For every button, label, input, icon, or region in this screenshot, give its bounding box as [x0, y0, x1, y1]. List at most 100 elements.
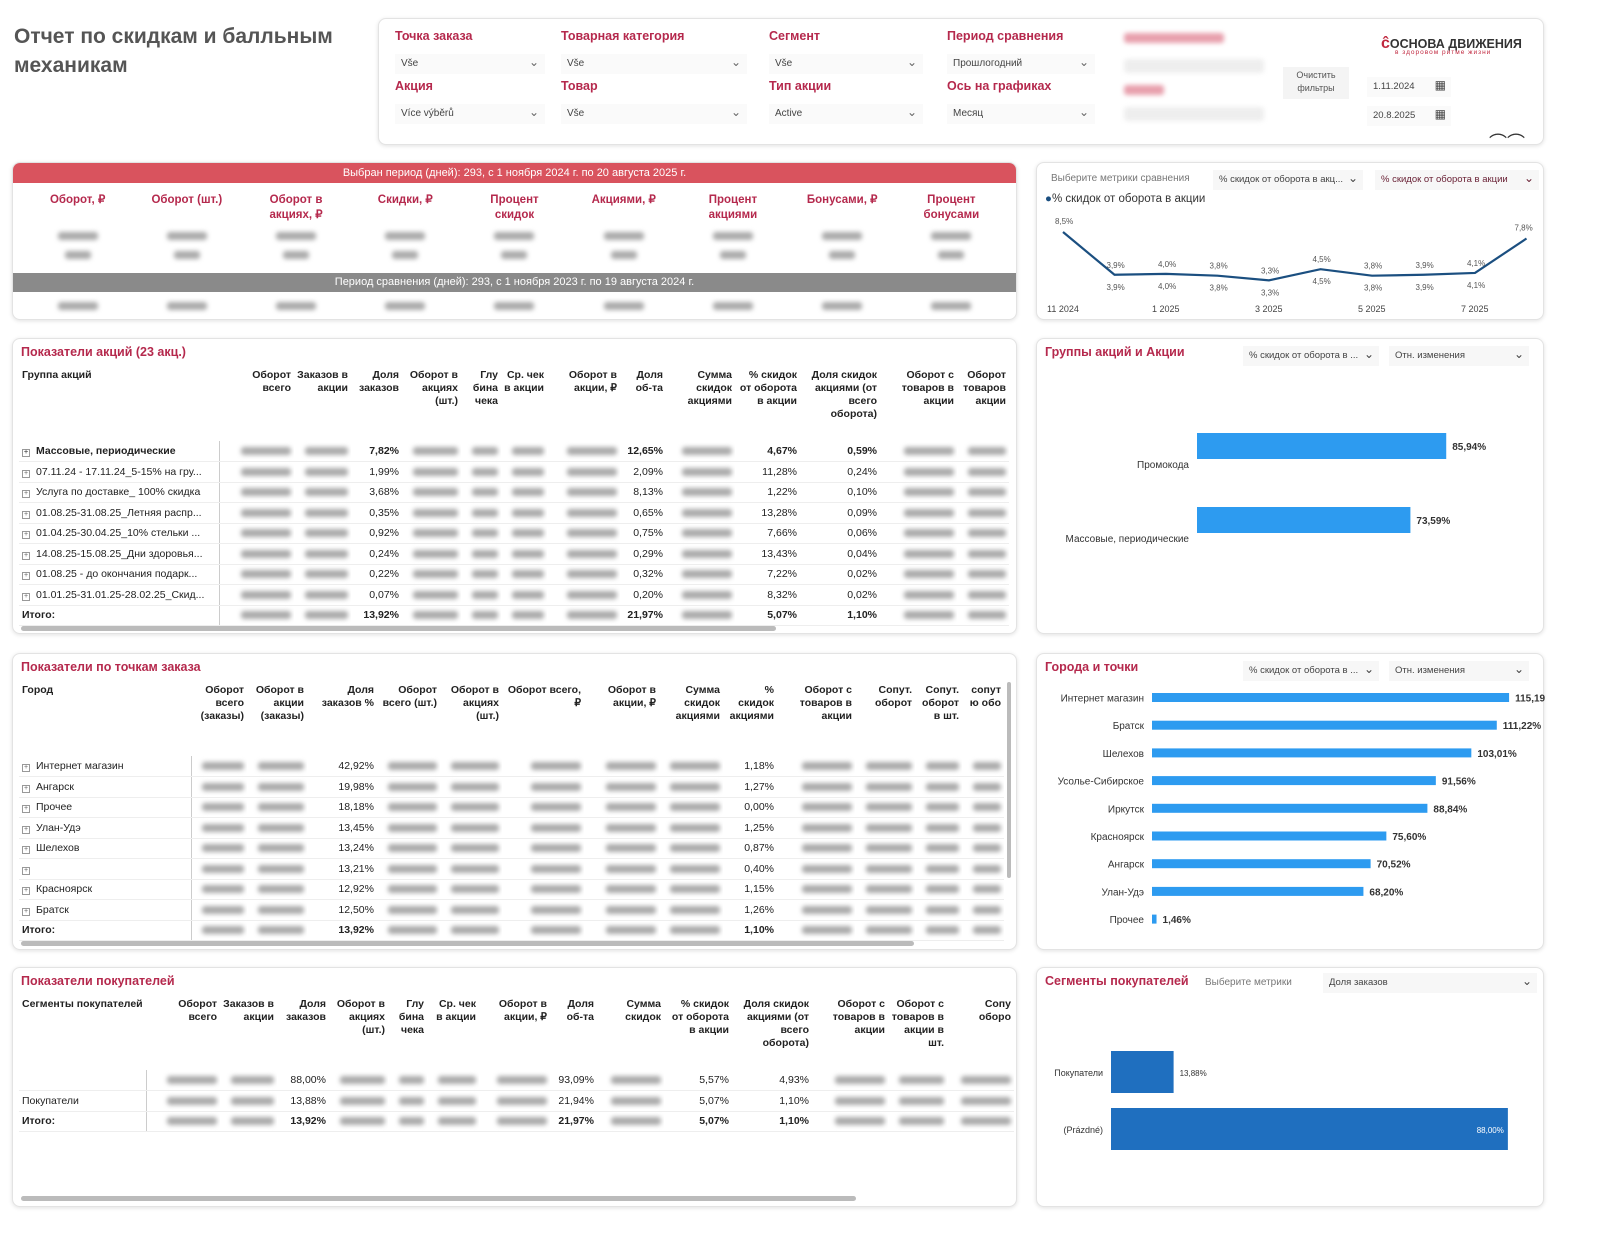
- column-header[interactable]: Сумма скидок: [625, 998, 661, 1023]
- row-label[interactable]: +01.08.25-31.08.25_Летняя распр...: [19, 502, 220, 524]
- date-from-input[interactable]: 1.11.2024 ▦: [1367, 77, 1451, 97]
- column-header[interactable]: Оборот товаров акции: [963, 369, 1006, 407]
- expand-icon[interactable]: +: [22, 825, 30, 834]
- column-header[interactable]: Ср. чек в акции: [504, 369, 544, 394]
- column-header[interactable]: Доля скидок акциями (от всего оборота): [743, 998, 809, 1049]
- column-header[interactable]: % скидок от оборота в акции: [671, 998, 729, 1036]
- row-label[interactable]: Покупатели: [19, 1090, 147, 1112]
- column-header[interactable]: Заказов в акции: [223, 998, 274, 1023]
- row-label[interactable]: + Шелехов: [19, 838, 192, 859]
- column-header[interactable]: Сумма скидок акциями: [687, 369, 732, 407]
- table-row[interactable]: +13,21% 0,40%: [19, 858, 1004, 880]
- column-header[interactable]: Сумма скидок акциями: [675, 684, 720, 722]
- row-label[interactable]: Итого:: [19, 1111, 147, 1132]
- filter-select[interactable]: Active ⌄: [769, 104, 923, 124]
- groups-metric-select[interactable]: % скидок от оборота в ... ⌄: [1243, 346, 1379, 366]
- row-label[interactable]: +01.04.25-30.04.25_10% стельки ...: [19, 523, 220, 544]
- row-label[interactable]: + Услуга по доставке_ 100% скидка: [19, 482, 220, 503]
- groups-mode-select[interactable]: Отн. изменения ⌄: [1389, 346, 1529, 366]
- table-row[interactable]: Итого: 13,92% 1,10%: [19, 920, 1004, 941]
- column-header[interactable]: Глу бина чека: [398, 998, 424, 1036]
- cities-mode-select[interactable]: Отн. изменения ⌄: [1389, 661, 1529, 681]
- table-row[interactable]: + Прочее 18,18% 0,00%: [19, 797, 1004, 818]
- column-header[interactable]: сопут ю обо: [969, 684, 1001, 709]
- column-header[interactable]: Группа акций: [22, 369, 92, 381]
- expand-icon[interactable]: +: [22, 490, 30, 499]
- expand-icon[interactable]: +: [22, 592, 30, 601]
- column-header[interactable]: Оборот в акции, ₽: [568, 369, 617, 394]
- column-header[interactable]: Оборот в акциях (шт.): [409, 369, 458, 407]
- column-header[interactable]: Сопу оборо: [978, 998, 1011, 1023]
- expand-icon[interactable]: +: [22, 866, 30, 875]
- table-row[interactable]: +01.01.25-31.01.25-28.02.25_Скид... 0,07%…: [19, 584, 1009, 606]
- column-header[interactable]: Оборот всего: [178, 998, 217, 1023]
- column-header[interactable]: Оборот с товаров в акции в шт.: [891, 998, 944, 1049]
- vertical-scrollbar[interactable]: [1007, 682, 1011, 878]
- column-header[interactable]: Город: [22, 684, 54, 696]
- table-row[interactable]: + Интернет магазин 42,92% 1,18%: [19, 756, 1004, 777]
- column-header[interactable]: Оборот в акциях (шт.): [450, 684, 499, 722]
- expand-icon[interactable]: +: [22, 551, 30, 560]
- column-header[interactable]: Оборот в акции, ₽: [498, 998, 547, 1023]
- metric-select-1[interactable]: % скидок от оборота в акц... ⌄: [1213, 170, 1363, 190]
- column-header[interactable]: Доля скидок акциями (от всего оборота): [811, 369, 877, 420]
- column-header[interactable]: Заказов в акции: [297, 369, 348, 394]
- expand-icon[interactable]: +: [22, 764, 30, 772]
- table-row[interactable]: Покупатели 13,88% 21,94% 5,07% 1,10%: [19, 1090, 1014, 1112]
- filter-select[interactable]: Vše ⌄: [561, 104, 747, 124]
- clear-filters-button[interactable]: Очистить фильтры: [1283, 67, 1349, 99]
- horizontal-scrollbar[interactable]: [21, 626, 776, 631]
- metric-select-2[interactable]: % скидок от оборота в акции ⌄: [1375, 170, 1539, 190]
- table-row[interactable]: + Ангарск 19,98% 1,27%: [19, 776, 1004, 798]
- column-header[interactable]: Доля заказов: [359, 369, 399, 394]
- filter-select[interactable]: Vše ⌄: [769, 54, 923, 74]
- column-header[interactable]: Оборот в акции (заказы): [255, 684, 304, 722]
- column-header[interactable]: Сегменты покупателей: [22, 998, 143, 1010]
- expand-icon[interactable]: +: [22, 449, 30, 457]
- filter-select[interactable]: Прошлогодний ⌄: [947, 54, 1095, 74]
- column-header[interactable]: Оборот в акции, ₽: [607, 684, 656, 709]
- row-label[interactable]: [19, 1070, 147, 1091]
- table-row[interactable]: +07.11.24 - 17.11.24_5-15% на гру... 1,99…: [19, 461, 1009, 483]
- filter-select[interactable]: Více výběrů ⌄: [395, 104, 545, 124]
- filter-select[interactable]: Vše ⌄: [561, 54, 747, 74]
- expand-icon[interactable]: +: [22, 907, 30, 916]
- row-label[interactable]: + Братск: [19, 899, 192, 921]
- column-header[interactable]: Оборот с товаров в акции: [832, 998, 885, 1036]
- expand-icon[interactable]: +: [22, 531, 30, 540]
- column-header[interactable]: % скидок от оборота в акции: [739, 369, 797, 407]
- column-header[interactable]: % скидок акциями: [729, 684, 774, 722]
- column-header[interactable]: Оборот всего (заказы): [200, 684, 244, 722]
- row-label[interactable]: +07.11.24 - 17.11.24_5-15% на гру...: [19, 461, 220, 483]
- table-row[interactable]: +14.08.25-15.08.25_Дни здоровья... 0,24% 0…: [19, 543, 1009, 565]
- row-label[interactable]: + Интернет магазин: [19, 756, 192, 777]
- column-header[interactable]: Сопут. оборот в шт.: [921, 684, 959, 722]
- calendar-icon[interactable]: ▦: [1434, 78, 1446, 92]
- table-row[interactable]: +01.08.25 - до окончания подарк... 0,22% 0…: [19, 564, 1009, 585]
- table-row[interactable]: Итого: 13,92% 21,97% 5,07% 1,10%: [19, 605, 1009, 626]
- row-label[interactable]: + Улан-Удэ: [19, 817, 192, 839]
- row-label[interactable]: + Ангарск: [19, 776, 192, 798]
- table-row[interactable]: 88,00% 93,09% 5,57% 4,93%: [19, 1070, 1014, 1091]
- column-header[interactable]: Оборот всего (шт.): [382, 684, 437, 709]
- table-row[interactable]: + Услуга по доставке_ 100% скидка 3,68% 8,1…: [19, 482, 1009, 503]
- bookmark-icon[interactable]: ⌒⌒: [1489, 133, 1525, 153]
- expand-icon[interactable]: +: [22, 805, 30, 814]
- table-row[interactable]: + Шелехов 13,24% 0,87%: [19, 838, 1004, 859]
- table-row[interactable]: + Массовые, периодические 7,82% 12,65% 4,67%…: [19, 441, 1009, 462]
- expand-icon[interactable]: +: [22, 510, 30, 519]
- horizontal-scrollbar[interactable]: [21, 941, 914, 946]
- row-label[interactable]: Итого:: [19, 920, 192, 941]
- column-header[interactable]: Оборот всего: [252, 369, 291, 394]
- row-label[interactable]: +: [19, 858, 192, 880]
- row-label[interactable]: Итого:: [19, 605, 220, 626]
- column-header[interactable]: Доля заказов: [286, 998, 326, 1023]
- filter-select[interactable]: Vše ⌄: [395, 54, 545, 74]
- column-header[interactable]: Оборот в акциях (шт.): [336, 998, 385, 1036]
- column-header[interactable]: Оборот с товаров в акции: [901, 369, 954, 407]
- calendar-icon[interactable]: ▦: [1434, 107, 1446, 121]
- table-row[interactable]: + Улан-Удэ 13,45% 1,25%: [19, 817, 1004, 839]
- horizontal-scrollbar[interactable]: [21, 1196, 856, 1201]
- table-row[interactable]: + Братск 12,50% 1,26%: [19, 899, 1004, 921]
- table-row[interactable]: +01.08.25-31.08.25_Летняя распр... 0,35% 0…: [19, 502, 1009, 524]
